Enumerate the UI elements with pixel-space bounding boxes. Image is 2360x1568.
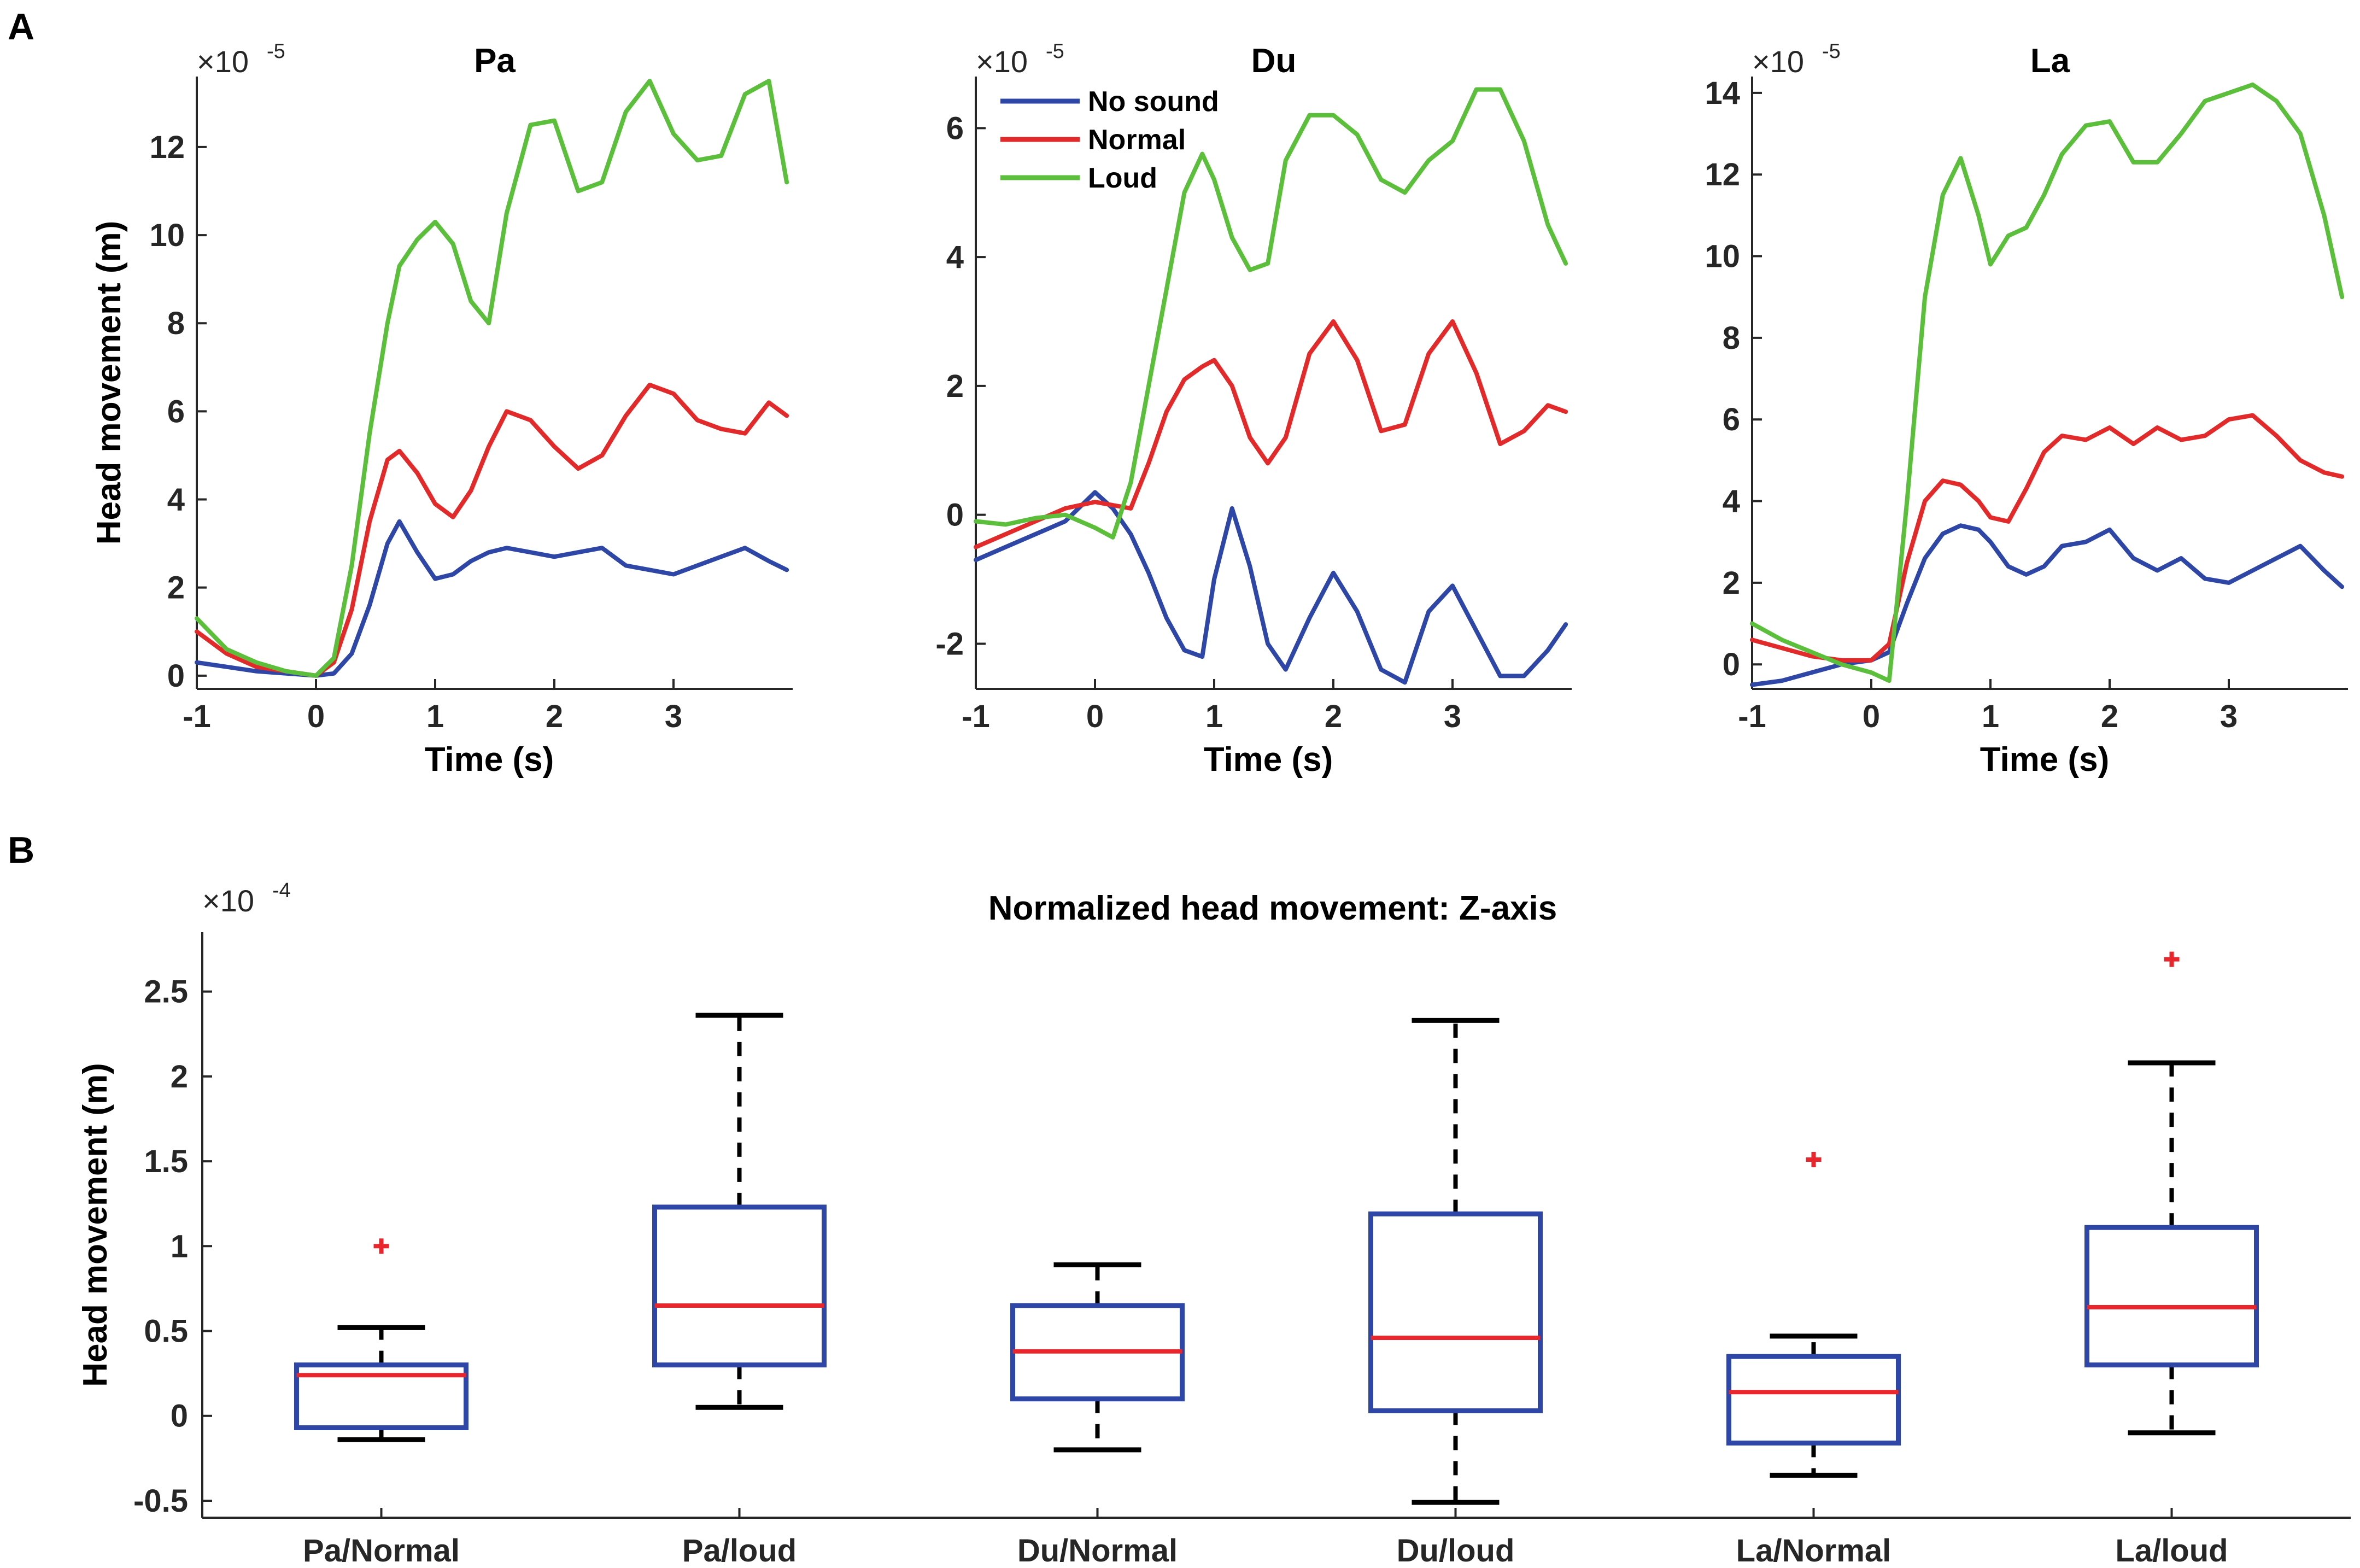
y-tick-label: 0.5 [144, 1314, 188, 1349]
category-label: Du/loud [1397, 1533, 1515, 1568]
series-line-normal [195, 383, 789, 678]
box [2084, 1225, 2259, 1368]
exponent-power: -5 [1822, 40, 1841, 63]
y-tick-label: -2 [935, 626, 964, 662]
series-line-normal [1750, 413, 2345, 663]
y-tick-label: 2 [946, 368, 964, 404]
y-axis-label: Head movement (m) [77, 1063, 114, 1387]
outlier-marker [2164, 951, 2180, 967]
legend-label: Loud [1088, 162, 1157, 194]
chart-title: Du [1251, 42, 1297, 80]
y-tick-label: 2 [171, 1059, 188, 1095]
x-tick-label: 3 [665, 699, 682, 734]
y-tick-label: 12 [149, 130, 185, 165]
y-tick-label: 1.5 [144, 1144, 188, 1179]
y-tick-label: 2 [1723, 565, 1740, 601]
exponent-base: ×10 [202, 884, 254, 918]
y-tick-label: 8 [167, 306, 185, 341]
legend-label: No sound [1088, 86, 1219, 118]
chart-title: Normalized head movement: Z-axis [988, 890, 1557, 927]
exponent-power: -4 [272, 879, 291, 902]
y-tick-label: 1 [171, 1228, 188, 1264]
series-line-no-sound [195, 519, 789, 678]
x-tick-label: 2 [546, 699, 563, 734]
x-tick-label: 0 [307, 699, 325, 734]
panel-label-a: A [8, 6, 34, 48]
panel-label-b: B [8, 829, 34, 871]
chart-title: La [2030, 42, 2070, 80]
x-tick-label: 0 [1863, 699, 1880, 734]
y-tick-label: 2.5 [144, 974, 188, 1010]
chart-title: Pa [474, 42, 516, 80]
outlier-marker [1806, 1151, 1822, 1167]
legend-label: Normal [1088, 124, 1186, 156]
category-label: Pa/loud [682, 1533, 797, 1568]
series-line-no-sound [1750, 523, 2345, 687]
box [1368, 1211, 1543, 1413]
exponent-power: -5 [1046, 40, 1064, 63]
y-tick-label: 6 [167, 394, 185, 429]
y-axis-label: Head movement (m) [90, 221, 128, 545]
x-tick-label: 1 [426, 699, 444, 734]
x-axis-label: Time (s) [1980, 741, 2110, 779]
y-tick-label: 0 [946, 498, 964, 533]
y-tick-label: 6 [946, 110, 964, 146]
x-tick-label: 3 [2220, 699, 2238, 734]
exponent-base: ×10 [976, 44, 1028, 79]
category-label: Pa/Normal [303, 1533, 460, 1568]
y-tick-label: 4 [946, 239, 964, 275]
y-tick-label: 0 [171, 1399, 188, 1434]
x-tick-label: -1 [183, 699, 211, 734]
x-axis-label: Time (s) [1204, 741, 1333, 779]
box [652, 1204, 827, 1368]
x-tick-label: 1 [1205, 699, 1223, 734]
series-line-loud [974, 87, 1568, 540]
outlier-marker [373, 1238, 389, 1254]
x-tick-label: 3 [1444, 699, 1461, 734]
series-line-loud [1750, 82, 2345, 683]
x-tick-label: -1 [1738, 699, 1766, 734]
x-tick-label: 1 [1982, 699, 1999, 734]
x-tick-label: 0 [1086, 699, 1104, 734]
y-tick-label: 4 [167, 482, 185, 518]
x-axis-label: Time (s) [425, 741, 554, 779]
y-tick-label: 14 [1705, 75, 1740, 111]
y-tick-label: 10 [149, 218, 185, 253]
series-line-no-sound [974, 490, 1568, 685]
x-tick-label: 2 [2101, 699, 2118, 734]
exponent-power: -5 [267, 40, 285, 63]
chart-boxplot: -0.5 0 0.5 1 1.5 2 2.5 Pa/Normal Pa/loud Du/Norma… [77, 879, 2351, 1568]
y-tick-label: 4 [1723, 484, 1740, 519]
box [1726, 1354, 1901, 1446]
y-tick-label: 6 [1723, 402, 1740, 437]
x-tick-label: -1 [962, 699, 990, 734]
y-tick-label: 2 [167, 570, 185, 606]
category-label: La/Normal [1736, 1533, 1891, 1568]
x-tick-label: 2 [1325, 699, 1342, 734]
y-tick-label: 10 [1705, 239, 1740, 274]
exponent-base: ×10 [1752, 44, 1804, 79]
y-tick-label: 12 [1705, 157, 1740, 192]
category-label: La/loud [2115, 1533, 2228, 1568]
y-tick-label: 0 [167, 658, 185, 694]
y-tick-label: 8 [1723, 320, 1740, 356]
box [294, 1362, 469, 1430]
y-tick-label: -0.5 [133, 1483, 188, 1519]
series-line-normal [974, 319, 1568, 549]
series-line-loud [195, 79, 789, 678]
category-label: Du/Normal [1017, 1533, 1178, 1568]
exponent-base: ×10 [197, 44, 249, 79]
y-tick-label: 0 [1723, 647, 1740, 682]
chart-du: -1 0 1 2 3 -2 0 2 4 6 ×10 -5 Du Time (s) No sound Norma… [935, 40, 1572, 779]
